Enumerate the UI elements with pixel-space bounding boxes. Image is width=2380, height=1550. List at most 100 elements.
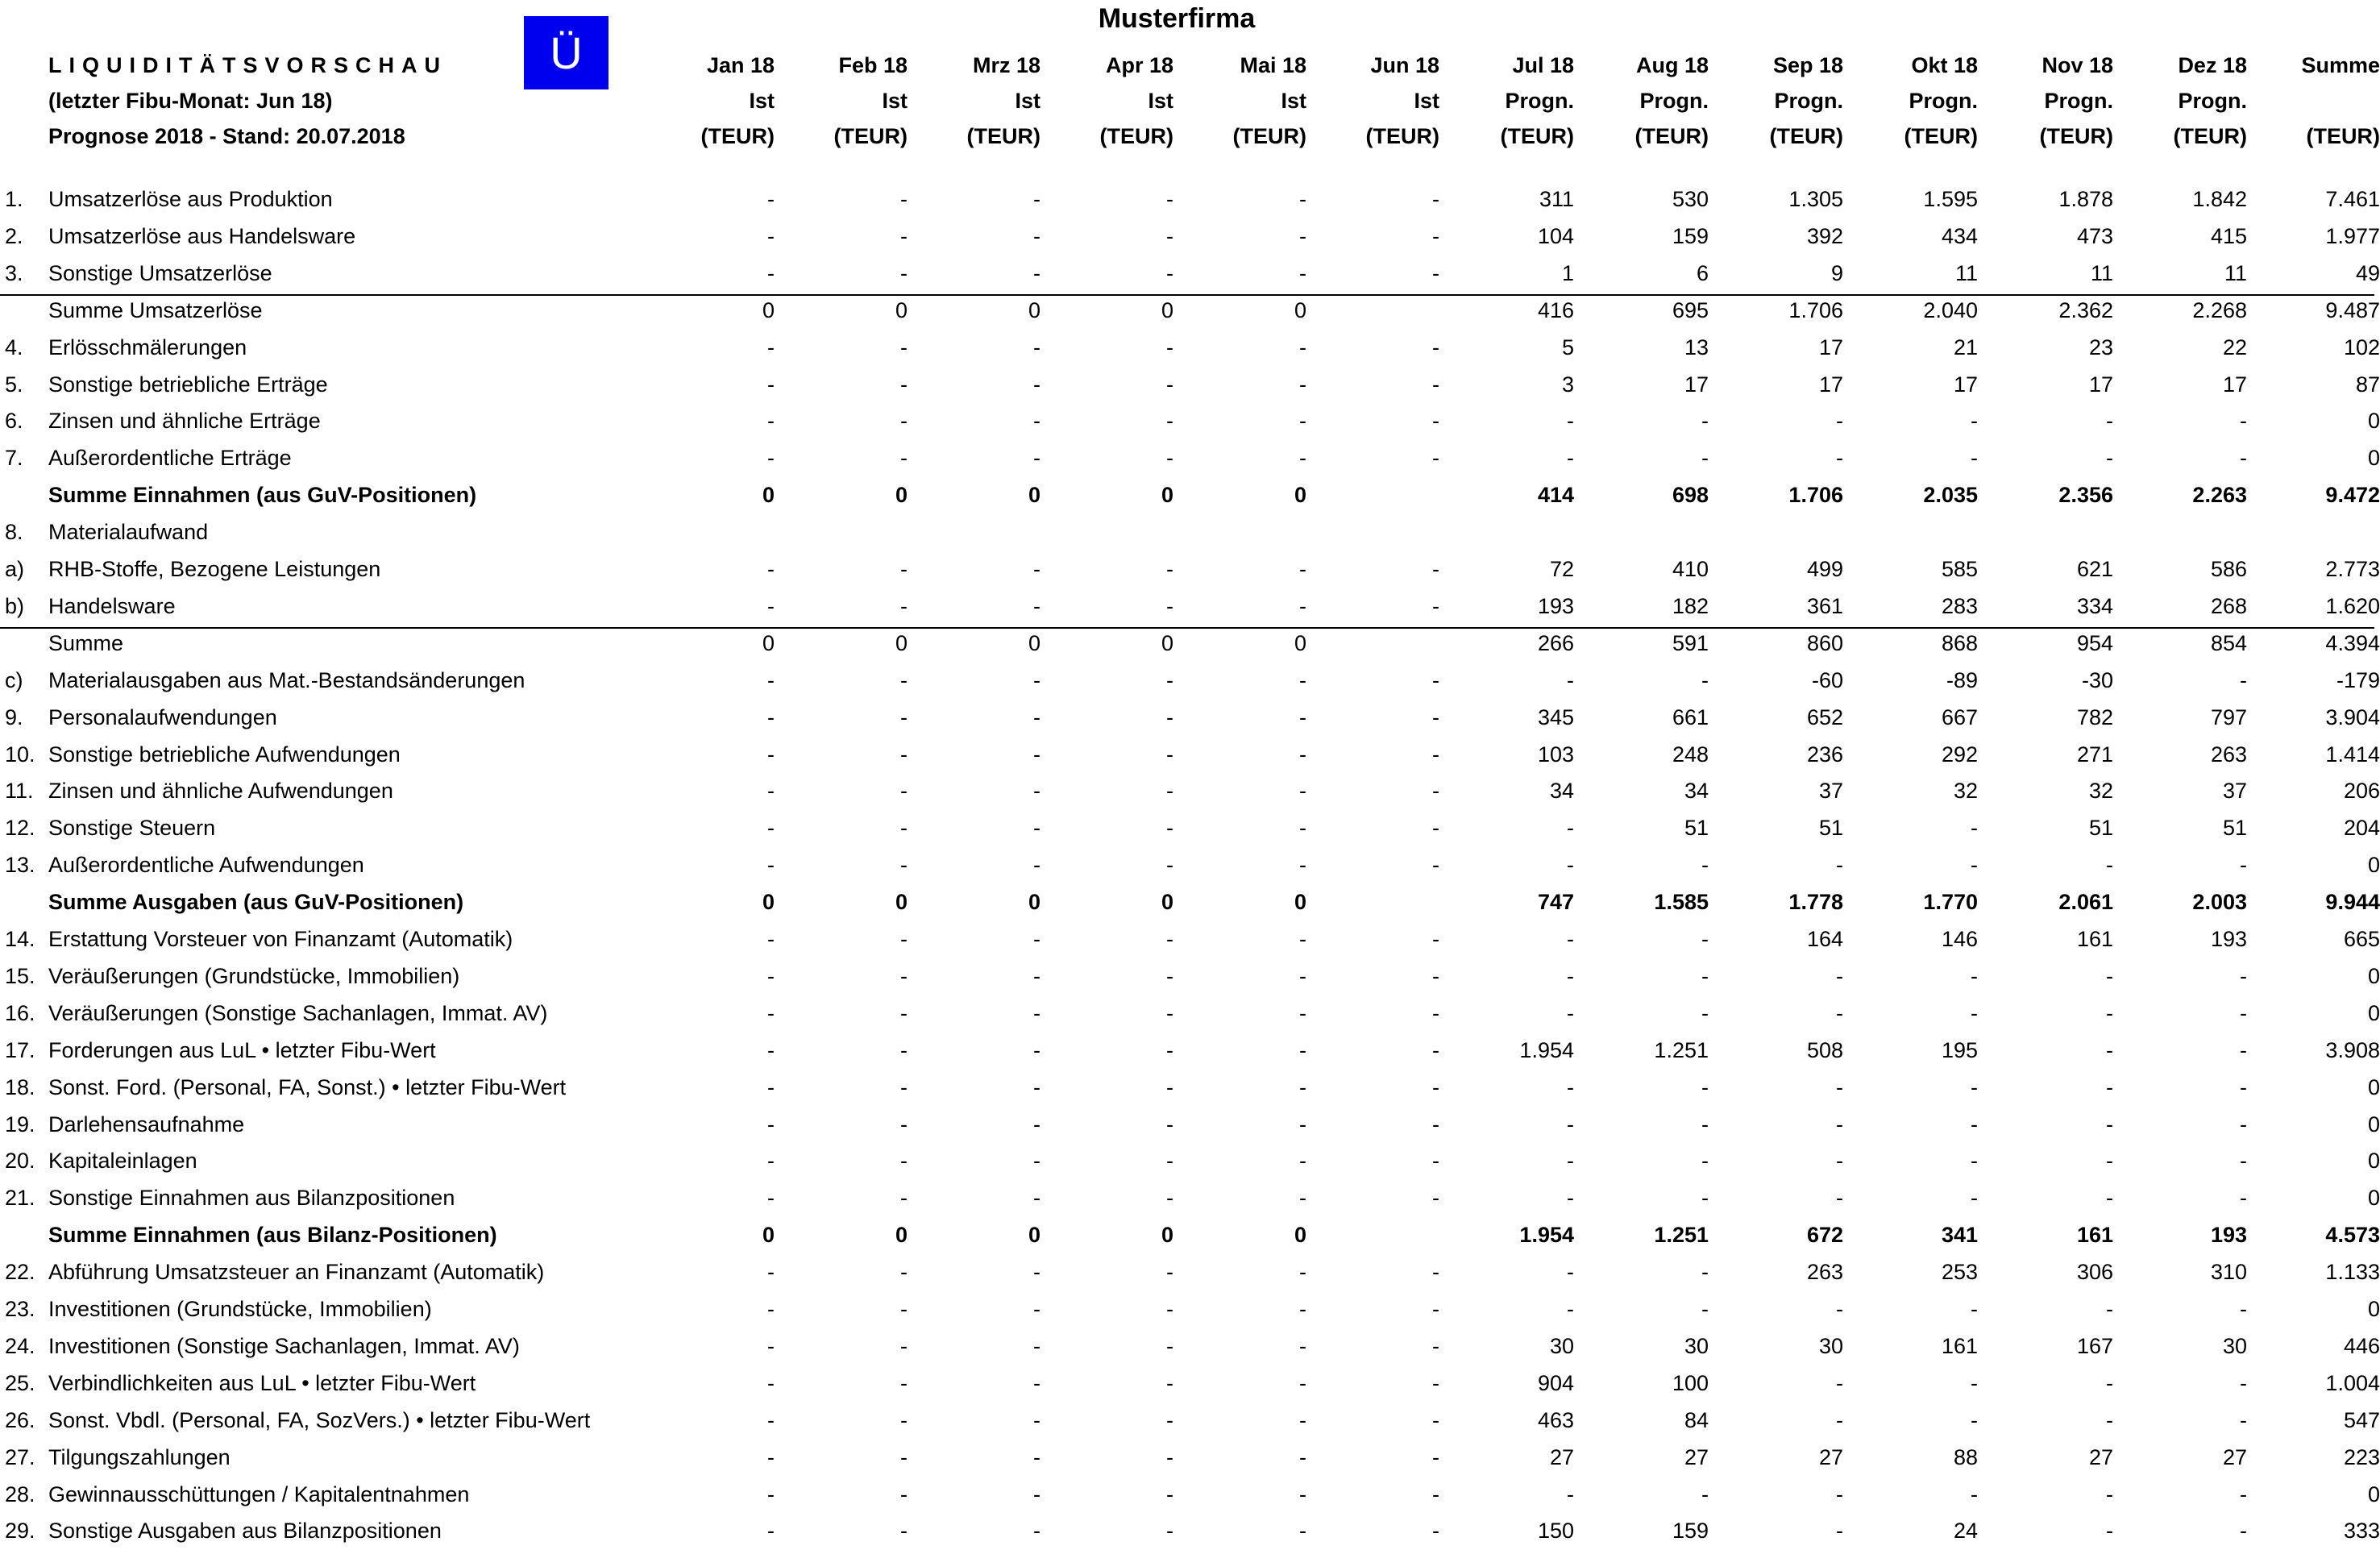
cell-value: - [1033, 705, 1040, 729]
table-row: Summe Einnahmen (aus Bilanz-Positionen) 0… [0, 1220, 2380, 1254]
cell-value: 698 [1672, 483, 1709, 507]
row-number: 25. [5, 1371, 35, 1395]
cell-value: - [1432, 409, 1439, 433]
cell-value: - [900, 1038, 908, 1062]
cell-value: - [1299, 853, 1306, 877]
cell-value: - [2240, 1001, 2247, 1025]
cell-value: 22 [2222, 335, 2247, 359]
cell-value: 0 [1028, 890, 1040, 914]
cell-value: - [1033, 1371, 1040, 1395]
cell-value: - [900, 557, 908, 581]
cell-value: - [1836, 964, 1843, 988]
cell-value: - [1166, 1334, 1173, 1358]
cell-value: - [1299, 1334, 1306, 1358]
cell-value: - [1971, 1408, 1978, 1432]
cell-value: 1.251 [1654, 1038, 1709, 1062]
cell-value: 11 [2090, 261, 2113, 285]
cell-value: - [1432, 1149, 1439, 1173]
column-header-month: Dez 18 [2178, 53, 2247, 77]
cell-value: 904 [1537, 1371, 1574, 1395]
cell-value: - [1567, 1297, 1574, 1321]
cell-value: - [1299, 372, 1306, 397]
cell-value: - [1567, 1149, 1574, 1173]
cell-value: 51 [1684, 816, 1709, 840]
cell-value: - [1299, 927, 1306, 951]
cell-value: - [1299, 1445, 1306, 1469]
cell-value: 1.305 [1788, 187, 1843, 211]
column-header-unit: (TEUR) [1099, 124, 1173, 148]
cell-value: -30 [2081, 668, 2113, 692]
row-label: Summe [48, 631, 124, 655]
table-row: 13. Außerordentliche Aufwendungen - - - - - - - -… [0, 850, 2380, 884]
row-label: Verbindlichkeiten aus LuL • letzter Fibu… [48, 1371, 476, 1395]
cell-value: 0 [1028, 483, 1040, 507]
column-header-month: Summe [2301, 53, 2380, 77]
company-title: Musterfirma [1098, 3, 1256, 34]
cell-value: 0 [1028, 298, 1040, 322]
cell-value: 263 [1806, 1260, 1843, 1284]
cell-value: 416 [1537, 298, 1574, 322]
column-header-unit: (TEUR) [1365, 124, 1439, 148]
cell-value: - [900, 261, 908, 285]
cell-value: 1.004 [2325, 1371, 2380, 1395]
cell-value: - [1432, 742, 1439, 767]
cell-value: - [900, 1334, 908, 1358]
cell-value: 0 [895, 1223, 908, 1247]
cell-value: 17 [1818, 335, 1843, 359]
cell-value: - [1033, 446, 1040, 470]
table-row: 3. Sonstige Umsatzerlöse - - - - - - 1 6 9 11 11 11 49 [0, 258, 2380, 293]
column-header-month: Jun 18 [1370, 53, 1439, 77]
table-row: 5. Sonstige betriebliche Erträge - - - - - - 3 17… [0, 369, 2380, 404]
row-number: 27. [5, 1445, 35, 1469]
cell-value: - [1971, 1149, 1978, 1173]
cell-value: - [1971, 1075, 1978, 1099]
cell-value: 0 [2367, 1297, 2380, 1321]
cell-value: - [1836, 409, 1843, 433]
cell-value: - [767, 1038, 775, 1062]
column-header-month: Apr 18 [1105, 53, 1173, 77]
table-row: 14. Erstattung Vorsteuer von Finanzamt (A… [0, 924, 2380, 958]
row-label: Veräußerungen (Sonstige Sachanlagen, Imm… [48, 1001, 548, 1025]
cell-value: - [1432, 1038, 1439, 1062]
cell-value: - [1432, 594, 1439, 618]
cell-value: - [2106, 1519, 2113, 1543]
cell-value: 797 [2210, 705, 2247, 729]
row-number: 26. [5, 1408, 35, 1432]
column-header-type: Progn. [1639, 89, 1709, 113]
cell-value: 0 [2367, 1075, 2380, 1099]
cell-value: - [1166, 594, 1173, 618]
cell-value: - [1033, 1075, 1040, 1099]
cell-value: - [1836, 1297, 1843, 1321]
cell-value: - [2106, 853, 2113, 877]
cell-value: - [1033, 927, 1040, 951]
cell-value: 1.778 [1788, 890, 1843, 914]
row-number: 29. [5, 1519, 35, 1543]
cell-value: - [1166, 1112, 1173, 1137]
cell-value: - [1432, 668, 1439, 692]
cell-value: 27 [1684, 1445, 1709, 1469]
cell-value: - [767, 409, 775, 433]
cell-value: 0 [1294, 1223, 1306, 1247]
cell-value: - [1299, 1482, 1306, 1506]
cell-value: 17 [1953, 372, 1978, 397]
column-header-type: Progn. [2044, 89, 2114, 113]
table-row: 1. Umsatzerlöse aus Produktion - - - - - - 311 53… [0, 184, 2380, 218]
cell-value: 665 [2343, 927, 2380, 951]
cell-value: 34 [1549, 779, 1574, 803]
cell-value: 415 [2210, 224, 2247, 248]
cell-value: - [1567, 446, 1574, 470]
column-header-type: Progn. [1505, 89, 1575, 113]
cell-value: 0 [2367, 964, 2380, 988]
cell-value: - [1701, 964, 1709, 988]
cell-value: - [1166, 1075, 1173, 1099]
cell-value: 2.003 [2192, 890, 2247, 914]
cell-value: 1.595 [1923, 187, 1978, 211]
cell-value: 695 [1672, 298, 1709, 322]
cell-value: 661 [1672, 705, 1709, 729]
column-header-month: Aug 18 [1635, 53, 1709, 77]
cell-value: - [1432, 1260, 1439, 1284]
cell-value: - [1701, 409, 1709, 433]
cell-value: - [900, 1297, 908, 1321]
cell-value: - [767, 964, 775, 988]
cell-value: - [767, 742, 775, 767]
